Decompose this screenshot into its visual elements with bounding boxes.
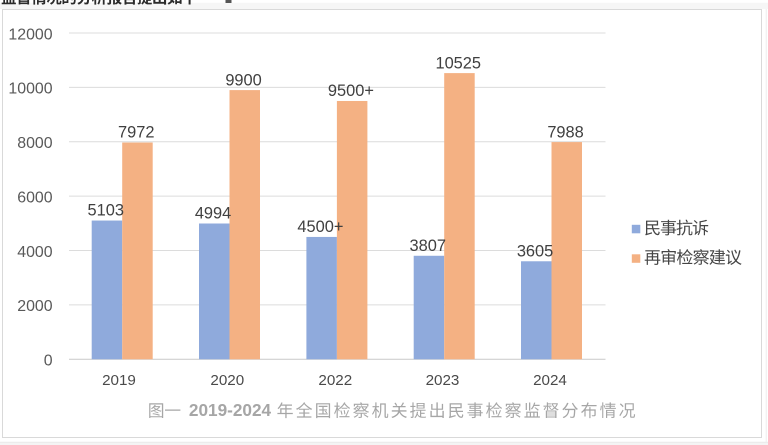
svg-text:2022: 2022 bbox=[318, 372, 352, 389]
svg-text:3807: 3807 bbox=[410, 237, 446, 255]
svg-text:9500+: 9500+ bbox=[328, 82, 374, 100]
svg-text:2024: 2024 bbox=[533, 372, 567, 389]
svg-text:5103: 5103 bbox=[88, 202, 124, 220]
svg-text:2019: 2019 bbox=[102, 372, 136, 389]
svg-text:12000: 12000 bbox=[8, 26, 52, 43]
svg-text:2019-2024: 2019-2024 bbox=[189, 400, 272, 420]
svg-text:10525: 10525 bbox=[435, 54, 481, 72]
svg-text:10000: 10000 bbox=[8, 81, 52, 98]
svg-text:2000: 2000 bbox=[17, 298, 53, 315]
svg-text:7972: 7972 bbox=[118, 124, 154, 142]
svg-text:7988: 7988 bbox=[547, 123, 583, 141]
svg-text:3605: 3605 bbox=[517, 242, 553, 260]
svg-text:4994: 4994 bbox=[195, 205, 231, 223]
svg-text:6000: 6000 bbox=[17, 189, 53, 206]
svg-text:2020: 2020 bbox=[210, 372, 244, 389]
svg-text:4500+: 4500+ bbox=[297, 218, 343, 236]
svg-text:0: 0 bbox=[44, 353, 53, 370]
svg-text:8000: 8000 bbox=[17, 135, 53, 152]
svg-text:4000: 4000 bbox=[17, 244, 53, 261]
svg-text:2023: 2023 bbox=[426, 372, 460, 389]
svg-text:9900: 9900 bbox=[225, 71, 261, 89]
